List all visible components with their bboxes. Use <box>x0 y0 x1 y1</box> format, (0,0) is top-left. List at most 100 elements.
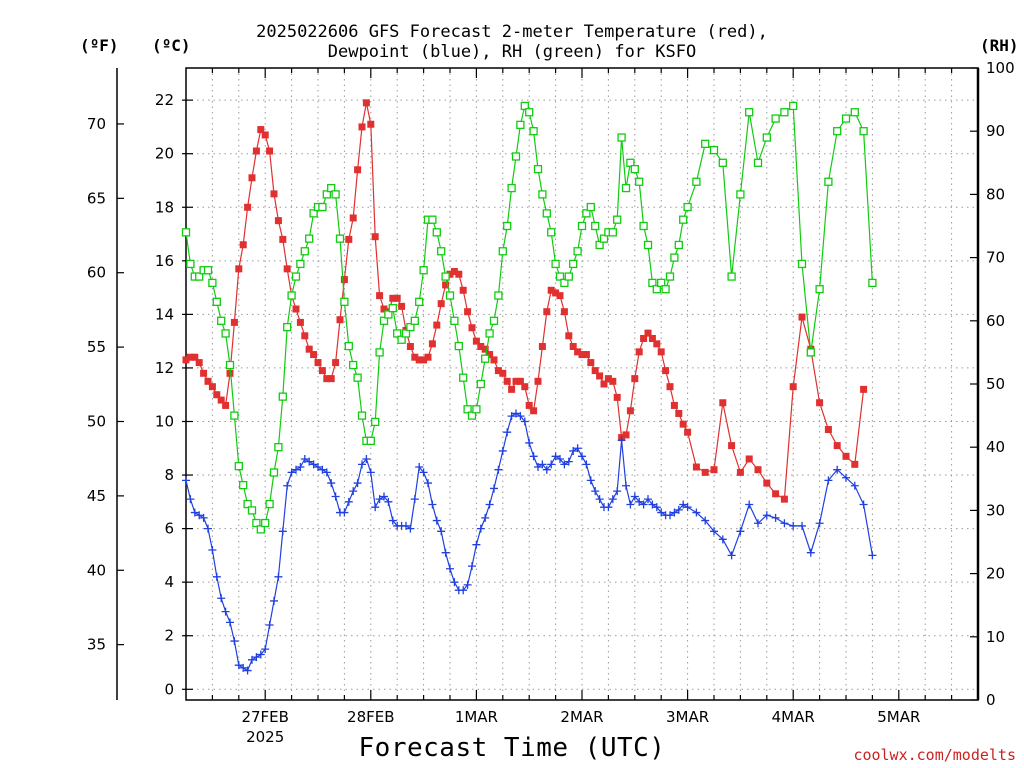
x-tick-label: 4MAR <box>772 708 815 726</box>
temperature-point <box>327 375 335 383</box>
temperature-point <box>763 479 771 487</box>
dewpoint-point <box>622 481 630 490</box>
temperature-point <box>261 131 269 139</box>
rh-point <box>806 348 815 357</box>
temperature-point <box>204 377 212 385</box>
rh-tick-label: 10 <box>986 628 1005 646</box>
dewpoint-point <box>644 495 652 504</box>
rh-point <box>525 108 534 117</box>
dewpoint-point <box>446 564 454 573</box>
rh-tick-label: 30 <box>986 501 1005 519</box>
rh-point <box>186 259 195 269</box>
rh-point <box>410 316 419 325</box>
temperature-point <box>248 174 256 182</box>
rh-point <box>511 152 521 161</box>
x-tick-label: 27FEB <box>241 708 288 726</box>
temperature-point <box>816 399 824 407</box>
rh-point <box>560 278 569 288</box>
temperature-point <box>486 351 494 359</box>
dewpoint-point <box>314 463 322 472</box>
credit-text[interactable]: coolwx.com/modelts <box>853 746 1016 764</box>
dewpoint-point <box>406 524 415 533</box>
temperature-point <box>538 343 546 351</box>
dewpoint-point <box>692 508 701 517</box>
dewpoint-point <box>432 516 441 525</box>
dewpoint-point <box>366 468 375 477</box>
fahrenheit-unit-label: (ºF) <box>80 36 119 55</box>
temperature-point <box>600 380 608 388</box>
temperature-point <box>398 302 406 310</box>
dewpoint-point <box>683 503 692 512</box>
rh-point <box>520 101 529 111</box>
temperature-point <box>798 313 806 321</box>
temperature-point <box>230 318 238 326</box>
rh-point <box>841 114 851 123</box>
celsius-tick-label: 8 <box>164 466 174 484</box>
dewpoint-point <box>789 521 798 530</box>
rh-point <box>340 297 349 306</box>
temperature-point <box>393 294 401 302</box>
temperature-point <box>314 359 322 367</box>
dewpoint-point <box>309 460 318 469</box>
rh-point <box>472 405 481 414</box>
dewpoint-point <box>666 511 674 520</box>
rh-point <box>503 221 512 231</box>
dewpoint-point <box>331 492 340 501</box>
rh-point <box>296 259 305 269</box>
dewpoint-point <box>635 497 644 506</box>
dewpoint-point <box>402 521 410 530</box>
temperature-point <box>772 490 780 498</box>
dewpoint-point <box>490 484 498 493</box>
dewpoint-point <box>630 492 639 501</box>
rh-tick-label: 0 <box>986 691 996 709</box>
temperature-point <box>833 442 841 450</box>
dewpoint-point <box>657 508 666 517</box>
dewpoint-point <box>428 500 437 509</box>
temperature-point <box>367 120 375 128</box>
dewpoint-point <box>234 661 243 670</box>
temperature-point <box>362 99 370 107</box>
rh-tick-label: 70 <box>986 249 1005 267</box>
rh-point <box>595 240 604 250</box>
rh-point <box>665 272 675 281</box>
rh-point <box>349 360 358 370</box>
rh-point <box>635 177 644 186</box>
rh-point <box>652 285 661 294</box>
temperature-point <box>310 351 318 359</box>
axes: 0 2 4 6 8 10 12 14 16 18 20 22 35 40 45 50 55 60 65 70 0 10 20… <box>87 59 1015 746</box>
rh-point <box>542 209 551 218</box>
rh-point <box>379 316 389 325</box>
dewpoint-point <box>850 481 859 490</box>
dewpoint-point <box>349 487 358 496</box>
dewpoint-point <box>468 562 476 571</box>
dewpoint-point <box>300 454 309 463</box>
rh-point <box>243 499 252 509</box>
temperature-point <box>745 455 753 463</box>
series <box>181 99 877 675</box>
rh-point <box>269 468 279 477</box>
temperature-point <box>543 308 551 316</box>
temperature-point <box>411 353 419 361</box>
rh-point <box>300 247 309 256</box>
temperature-point <box>635 348 643 356</box>
fahrenheit-tick-label: 50 <box>87 412 106 430</box>
dewpoint-point <box>441 548 450 557</box>
temperature-point <box>459 286 467 294</box>
dewpoint-point <box>476 524 485 533</box>
dewpoint-point <box>604 503 613 512</box>
rh-point <box>591 221 600 231</box>
dewpoint-point <box>591 487 600 496</box>
temperature-point <box>468 324 476 332</box>
rh-point <box>406 322 415 332</box>
temperature-point <box>380 305 388 313</box>
dewpoint-point <box>815 519 824 528</box>
rh-point <box>573 247 582 256</box>
celsius-tick-label: 10 <box>155 412 174 430</box>
dewpoint-point <box>463 580 472 589</box>
temperature-point <box>842 452 850 460</box>
dewpoint-point <box>512 409 520 418</box>
dewpoint-point <box>481 513 490 522</box>
temperature-point <box>653 340 661 348</box>
rh-point <box>481 354 490 363</box>
temperature-point <box>494 367 502 375</box>
